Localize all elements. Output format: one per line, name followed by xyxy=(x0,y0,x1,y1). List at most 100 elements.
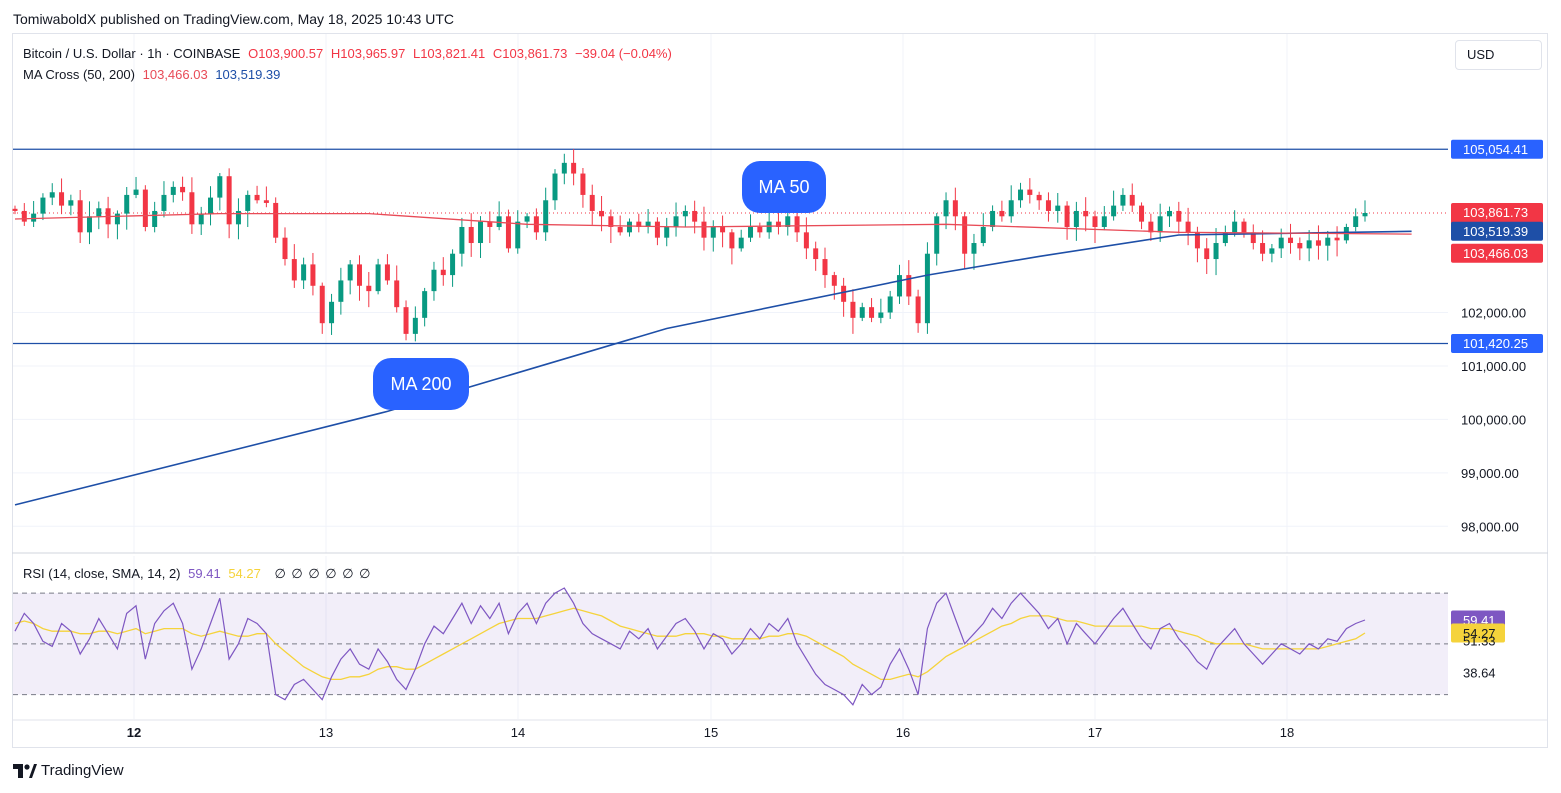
candle-body xyxy=(934,216,940,254)
candle-body xyxy=(21,210,27,222)
candle-body xyxy=(384,264,390,281)
candle-body xyxy=(775,221,781,227)
candle-body xyxy=(1148,221,1154,233)
candle-body xyxy=(1176,210,1182,222)
candle xyxy=(571,149,577,186)
price-axis: 98,000.00 99,000.00 100,000.00 101,000.00 10… xyxy=(1451,139,1543,534)
candle-body xyxy=(198,213,204,225)
candle-body xyxy=(412,317,418,334)
price-axis-label: 100,000.00 xyxy=(1461,412,1526,427)
candle-body xyxy=(366,285,372,292)
candle-body xyxy=(1185,221,1191,233)
candle xyxy=(40,193,46,221)
candle xyxy=(915,289,921,333)
candle-body xyxy=(291,259,297,281)
candle xyxy=(1018,182,1024,208)
candle xyxy=(524,213,530,229)
symbol-title[interactable]: Bitcoin / U.S. Dollar · 1h · COINBASE xyxy=(23,46,241,61)
candle xyxy=(12,205,18,215)
candle xyxy=(356,255,362,301)
candle-body xyxy=(738,237,744,249)
candle-body xyxy=(794,216,800,233)
price-tag-label: 103,861.73 xyxy=(1463,205,1528,220)
candle-body xyxy=(962,216,968,254)
candle xyxy=(338,267,344,315)
candle xyxy=(822,247,828,288)
candle xyxy=(552,169,558,210)
candle xyxy=(422,287,428,327)
candle xyxy=(896,264,902,304)
candle xyxy=(1092,210,1098,244)
candle xyxy=(496,201,502,231)
candle-body xyxy=(1073,210,1079,227)
candle xyxy=(887,290,893,319)
candle xyxy=(515,210,521,254)
rsi-tag-label: 54.27 xyxy=(1463,626,1496,641)
ma50-line xyxy=(14,212,1412,235)
candle-body xyxy=(59,192,65,206)
candle xyxy=(1036,191,1042,210)
candle-body xyxy=(1325,237,1331,246)
candle-body xyxy=(720,226,726,233)
candle-body xyxy=(664,226,670,238)
rsi-line xyxy=(14,587,1366,706)
candle-body xyxy=(487,221,493,227)
candle-body xyxy=(1166,210,1172,217)
candle-body xyxy=(254,194,260,201)
candle xyxy=(1139,202,1145,230)
candle xyxy=(813,241,819,271)
candle-body xyxy=(1250,232,1256,244)
candle xyxy=(1157,203,1163,242)
candle xyxy=(1008,185,1014,223)
candle-body xyxy=(831,275,837,286)
rsi-extra-values: ∅ ∅ ∅ ∅ ∅ ∅ xyxy=(274,566,372,581)
candle-body xyxy=(1213,243,1219,260)
candle xyxy=(580,167,586,208)
candle xyxy=(49,183,55,206)
candle-body xyxy=(626,221,632,233)
rsi-title[interactable]: RSI (14, close, SMA, 14, 2) xyxy=(23,566,181,581)
candle xyxy=(1083,197,1089,232)
candle-body xyxy=(552,173,558,201)
candle-body xyxy=(710,226,716,238)
candle-body xyxy=(589,194,595,211)
candle xyxy=(1120,188,1126,211)
candle xyxy=(859,302,865,322)
candle-body xyxy=(152,210,158,227)
candle-body xyxy=(924,253,930,324)
candle xyxy=(263,186,269,208)
tradingview-logo[interactable]: TradingView xyxy=(13,762,124,779)
candle-body xyxy=(1278,237,1284,249)
candle xyxy=(254,185,260,204)
candle-body xyxy=(1157,216,1163,233)
tradingview-wordmark: TradingView xyxy=(41,762,124,779)
candle-body xyxy=(189,192,195,225)
candle xyxy=(831,271,837,300)
currency-button[interactable]: USD xyxy=(1455,40,1542,70)
ma50-annotation-bubble xyxy=(742,161,826,213)
candle-body xyxy=(208,197,214,214)
candle xyxy=(1148,213,1154,241)
candle-body xyxy=(282,237,288,260)
rsi-tag-bg xyxy=(1451,623,1505,643)
candle xyxy=(720,215,726,248)
candle-body xyxy=(1008,200,1014,217)
time-axis-label: 12 xyxy=(127,725,141,740)
candle xyxy=(412,306,418,342)
candle xyxy=(869,298,875,323)
candle xyxy=(980,213,986,247)
candle-body xyxy=(869,307,875,318)
candle-body xyxy=(49,192,55,198)
ma50-annotation-label: MA 50 xyxy=(758,177,809,197)
ma-cross-title[interactable]: MA Cross (50, 200) xyxy=(23,67,135,82)
candle-body xyxy=(347,264,353,281)
candle xyxy=(906,260,912,306)
publisher-caption: TomiwaboldX published on TradingView.com… xyxy=(13,11,454,27)
candle-body xyxy=(813,248,819,260)
candle-body xyxy=(142,189,148,227)
candle-body xyxy=(859,307,865,318)
candle xyxy=(170,181,176,203)
grid xyxy=(13,34,1448,719)
candle-body xyxy=(617,226,623,233)
